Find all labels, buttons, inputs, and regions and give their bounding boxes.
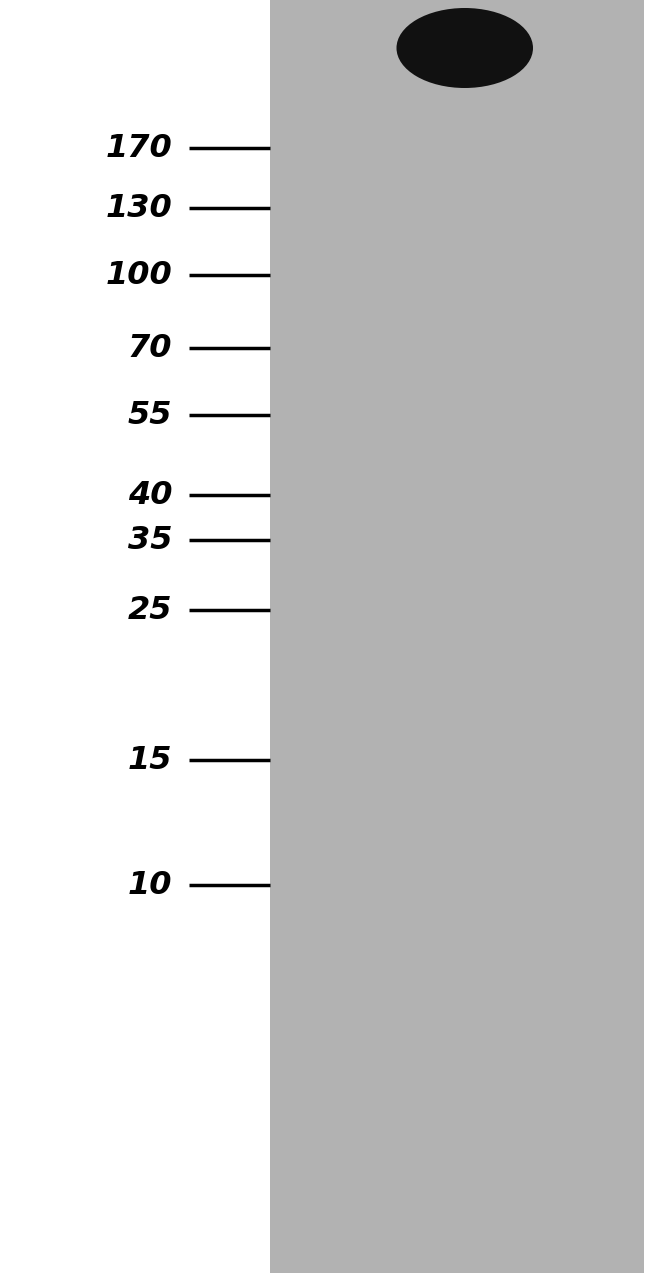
Text: 170: 170 [105,132,172,163]
Text: 70: 70 [128,332,172,364]
Ellipse shape [396,8,533,88]
Text: 55: 55 [128,400,172,430]
Text: 15: 15 [128,745,172,775]
Text: 35: 35 [128,524,172,555]
Text: 40: 40 [128,480,172,510]
Text: 130: 130 [105,192,172,224]
Bar [270,0,644,1273]
Text: 100: 100 [105,260,172,290]
Text: 25: 25 [128,594,172,625]
Text: 10: 10 [128,869,172,900]
